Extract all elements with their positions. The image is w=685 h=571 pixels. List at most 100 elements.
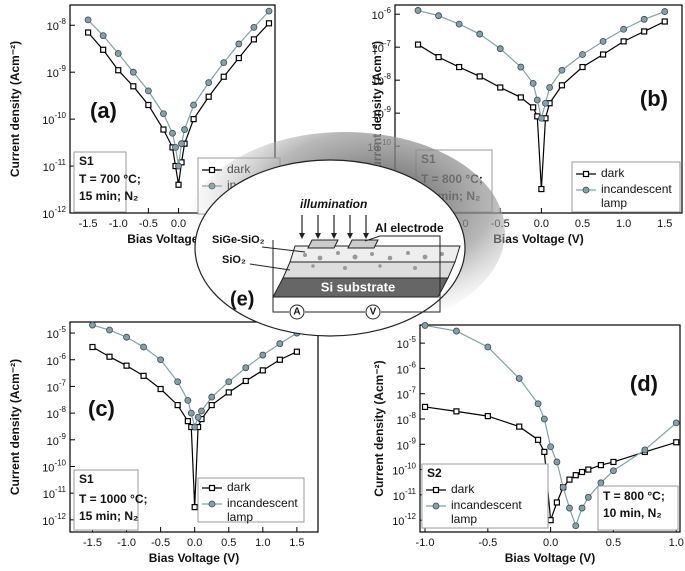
marker xyxy=(242,364,250,372)
marker xyxy=(414,7,422,14)
x-tick-label: 1.5 xyxy=(289,537,304,549)
marker xyxy=(259,351,267,359)
marker xyxy=(517,94,524,101)
marker xyxy=(198,407,205,415)
legend-marker xyxy=(208,166,216,174)
marker xyxy=(620,25,628,33)
marker xyxy=(191,423,199,431)
marker xyxy=(169,129,176,137)
sample-label: S1 xyxy=(79,154,94,168)
marker xyxy=(175,181,182,188)
marker xyxy=(144,87,152,95)
marker xyxy=(610,458,617,466)
marker xyxy=(578,504,586,512)
marker xyxy=(496,45,504,53)
marker xyxy=(194,413,202,421)
marker xyxy=(414,41,422,48)
marker xyxy=(114,50,122,57)
legend-label: incandescent lamp xyxy=(227,496,301,524)
electrode-label: Al electrode xyxy=(375,221,444,235)
marker xyxy=(276,356,283,363)
x-tick-label: 1.0 xyxy=(616,218,631,230)
marker xyxy=(84,16,92,24)
marker xyxy=(235,40,243,48)
y-tick-label: 10-11 xyxy=(43,485,67,501)
marker xyxy=(579,63,586,71)
y-tick-label: 10-6 xyxy=(47,352,67,368)
wire xyxy=(364,235,441,313)
legend-label: incandescent lamp xyxy=(451,498,525,526)
x-tick-label: 0.5 xyxy=(575,218,590,230)
marker xyxy=(130,83,137,90)
marker xyxy=(572,472,579,479)
voltmeter xyxy=(365,304,381,320)
sample-label: S2 xyxy=(427,466,442,480)
marker xyxy=(559,483,567,491)
marker xyxy=(546,84,554,91)
marker xyxy=(672,419,680,427)
marker xyxy=(190,116,197,123)
legend-label: incandescent lamp xyxy=(601,182,675,210)
legend-marker xyxy=(208,484,216,492)
marker xyxy=(220,73,227,80)
marker xyxy=(578,468,586,476)
y-tick-label: 10-5 xyxy=(47,325,67,341)
x-tick-label: 1.0 xyxy=(255,537,270,549)
legend-box xyxy=(421,463,549,529)
marker xyxy=(191,504,198,511)
panel-label: (b) xyxy=(640,86,668,111)
marker xyxy=(484,413,491,420)
y-tick-label: 10-12 xyxy=(42,205,66,221)
light-arrows xyxy=(301,215,367,235)
legend-marker xyxy=(432,486,440,494)
info-box xyxy=(597,485,679,531)
marker xyxy=(534,436,542,443)
wire xyxy=(272,240,289,313)
y-tick-label: 10-12 xyxy=(392,512,416,528)
panel-label: (d) xyxy=(630,371,658,396)
y-tick-label: 10-9 xyxy=(372,105,392,121)
oxide-label: SiO₂ xyxy=(222,254,246,266)
marker xyxy=(225,389,232,396)
marker xyxy=(242,377,249,385)
marker xyxy=(145,101,152,109)
marker xyxy=(115,67,122,74)
marker xyxy=(566,504,573,512)
layer-label: SiGe-SiO₂ xyxy=(212,234,265,246)
legend-label: dark xyxy=(451,482,475,496)
marker xyxy=(123,362,130,369)
legend-marker xyxy=(582,170,590,178)
legend-marker xyxy=(432,502,440,510)
marker xyxy=(585,466,592,473)
marker xyxy=(265,20,273,27)
electrode xyxy=(307,239,339,249)
x-tick-label: -1.5 xyxy=(79,218,98,230)
panel: 10-12 10-11 10-10 10-9 10-8 10-7 10-6 10-5 -1.5 -… xyxy=(8,321,319,565)
marker xyxy=(558,82,566,89)
marker xyxy=(620,38,627,45)
diagram: A V illumination Al electrode SiGe-SiO₂ … xyxy=(185,132,505,337)
marker xyxy=(123,333,130,341)
marker xyxy=(599,51,607,58)
marker xyxy=(89,321,96,329)
sige-layer xyxy=(289,245,461,263)
marker xyxy=(106,326,113,334)
condition: 10 min, N₂ xyxy=(603,506,662,520)
marker xyxy=(293,348,300,355)
y-tick-label: 10-7 xyxy=(372,39,392,55)
marker xyxy=(208,401,215,409)
marker xyxy=(497,84,504,91)
marker xyxy=(610,467,617,475)
marker xyxy=(184,418,191,425)
marker xyxy=(99,32,107,40)
x-axis-label: Bias Voltage (V) xyxy=(505,551,595,565)
marker xyxy=(540,415,548,423)
nanocrystals xyxy=(303,251,444,270)
y-tick-label: 10-12 xyxy=(42,512,66,528)
x-tick-label: 0.0 xyxy=(543,537,558,549)
x-tick-label: 0.0 xyxy=(171,218,186,230)
marker xyxy=(484,343,492,351)
marker xyxy=(517,63,525,71)
y-tick-label: 10-11 xyxy=(43,158,67,174)
marker xyxy=(225,378,233,386)
